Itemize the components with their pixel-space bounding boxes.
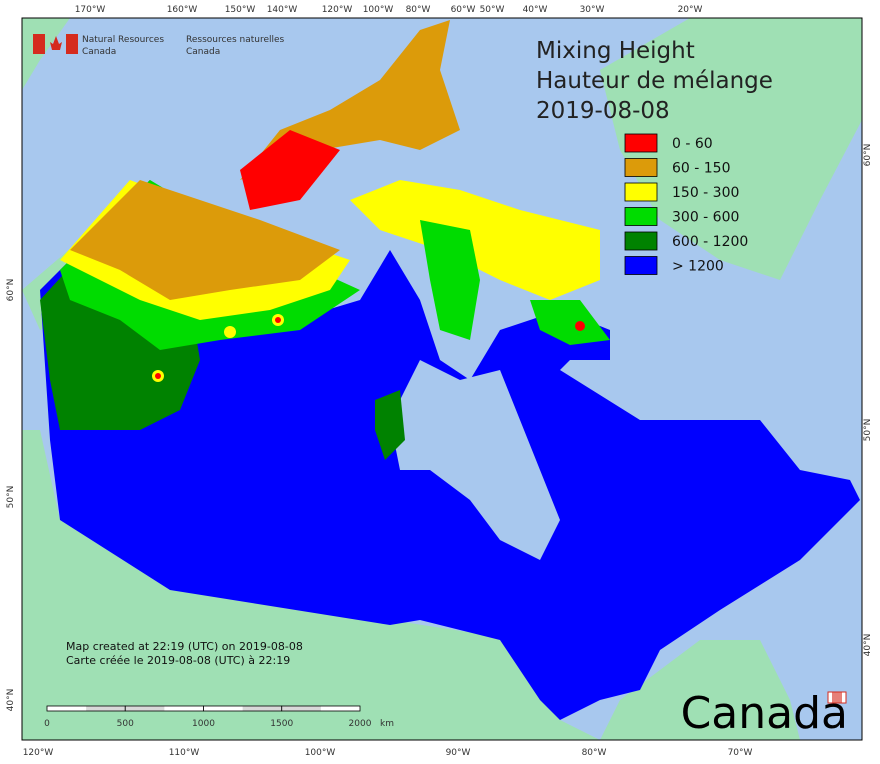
longitude-label: 100°W: [305, 748, 336, 758]
longitude-label: 140°W: [267, 5, 298, 15]
title: Mixing Height: [536, 38, 695, 64]
title-date: 2019-08-08: [536, 98, 670, 124]
longitude-label: 40°W: [523, 5, 548, 15]
longitude-label: 80°W: [582, 748, 607, 758]
longitude-label: 80°W: [406, 5, 431, 15]
scale-label: 1500: [270, 719, 293, 729]
footer-text: Map created at 22:19 (UTC) on 2019-08-08: [66, 640, 303, 653]
scale-label: 1000: [192, 719, 215, 729]
legend-swatch: [624, 182, 658, 202]
longitude-label: 60°W: [451, 5, 476, 15]
scale-label: 0: [44, 719, 50, 729]
longitude-label: 100°W: [363, 5, 394, 15]
latitude-label: 50°N: [6, 486, 16, 509]
longitude-label: 20°W: [678, 5, 703, 15]
latitude-label: 60°N: [6, 279, 16, 302]
hotspot-core: [275, 317, 281, 323]
longitude-label: 120°W: [322, 5, 353, 15]
scale-segment: [86, 706, 126, 711]
hotspot: [575, 321, 585, 331]
dept-en: Canada: [82, 47, 116, 57]
wordmark-flag: [832, 692, 842, 703]
flag-bar: [33, 34, 45, 54]
scale-segment: [281, 706, 321, 711]
map-area: Natural Resources Canada Ressources natu…: [21, 17, 863, 741]
latitude-label: 60°N: [863, 144, 873, 167]
latitude-label: 40°N: [863, 634, 873, 657]
legend-label: 600 - 1200: [672, 234, 748, 250]
latitude-label: 40°N: [6, 689, 16, 712]
land-usa: [22, 430, 600, 740]
legend-label: 150 - 300: [672, 185, 739, 201]
title: Hauteur de mélange: [536, 68, 773, 94]
zone-60-150: [70, 180, 340, 300]
legend-swatch: [624, 256, 658, 275]
scale-unit: km: [380, 719, 394, 729]
dept-en: Natural Resources: [82, 35, 164, 45]
legend-swatch: [624, 158, 658, 177]
latitude-label: 50°N: [863, 419, 873, 442]
legend: 0 - 60 60 - 150 150 - 300 300 - 600 600 - 12…: [624, 133, 748, 275]
dept-fr: Canada: [186, 47, 220, 57]
baffin-island: [350, 180, 600, 300]
longitude-label: 150°W: [225, 5, 256, 15]
longitude-label: 30°W: [580, 5, 605, 15]
flag-bar: [66, 34, 78, 54]
legend-label: > 1200: [672, 259, 724, 275]
legend-label: 300 - 600: [672, 210, 739, 226]
footer-text: Carte créée le 2019-08-08 (UTC) à 22:19: [66, 654, 290, 667]
legend-label: 60 - 150: [672, 161, 731, 177]
hotspot: [224, 326, 236, 338]
longitude-label: 120°W: [23, 748, 54, 758]
zone-labrador: [530, 300, 610, 345]
graticule: 170°W 160°W 150°W 140°W 120°W 100°W 80°W 60°W 50…: [6, 5, 873, 758]
legend-swatch: [624, 133, 658, 153]
scale-label: 2000: [349, 719, 372, 729]
zone-east: [420, 220, 480, 340]
longitude-label: 50°W: [480, 5, 505, 15]
legend-label: 0 - 60: [672, 136, 713, 152]
scale-segment: [125, 706, 165, 711]
map-border: [21, 17, 863, 741]
zone-0-60: [240, 130, 340, 210]
scale-segment: [281, 705, 361, 712]
hotspot-core: [155, 373, 161, 379]
zone-james-bay: [375, 390, 405, 460]
longitude-label: 110°W: [169, 748, 200, 758]
longitude-label: 70°W: [728, 748, 753, 758]
longitude-label: 170°W: [75, 5, 106, 15]
land-usa-east: [600, 640, 800, 740]
scale-label: 500: [117, 719, 134, 729]
wordmark: Canada: [681, 688, 848, 739]
hudson-bay: [390, 360, 560, 560]
maple-leaf: [50, 36, 62, 50]
legend-swatch: [624, 207, 658, 226]
longitude-label: 90°W: [446, 748, 471, 758]
land-greenland: [600, 18, 862, 280]
scale-bar: 0 500 1000 1500 2000 km: [44, 705, 394, 729]
legend-swatch: [624, 231, 658, 251]
scale-segment: [242, 706, 282, 711]
longitude-label: 160°W: [167, 5, 198, 15]
dept-fr: Ressources naturelles: [186, 35, 285, 45]
